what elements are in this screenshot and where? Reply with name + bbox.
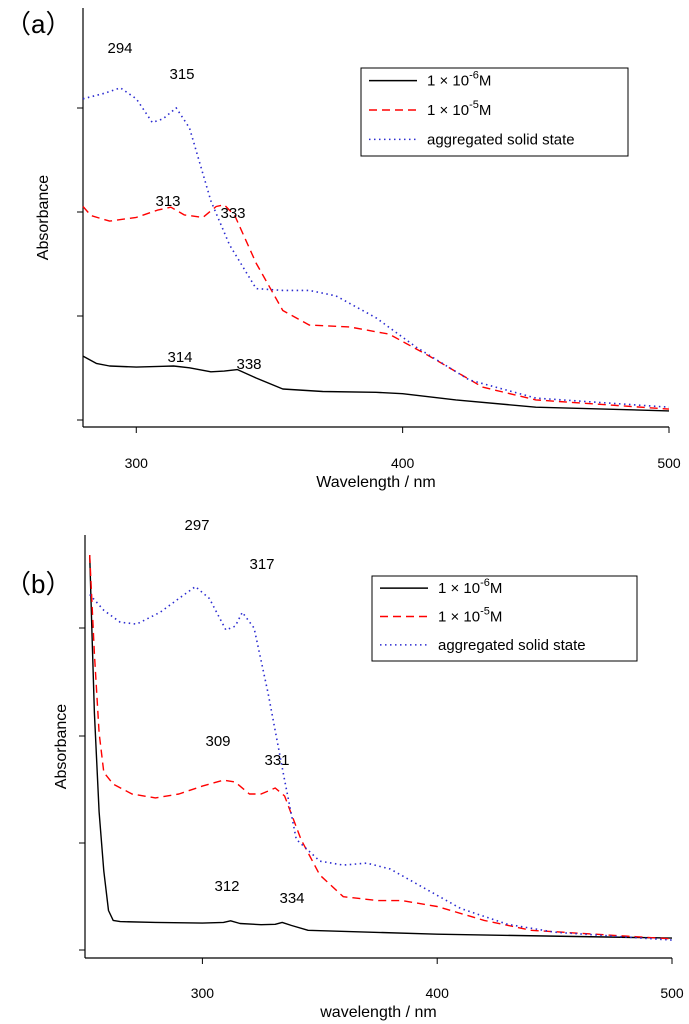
legend-label-1: 1 × 10-6M xyxy=(438,577,502,597)
legend-label-1: 1 × 10-6M xyxy=(427,70,491,90)
peak-label-309: 309 xyxy=(205,733,230,750)
y-axis-label: Absorbance xyxy=(35,175,52,260)
series-line-2 xyxy=(89,554,673,940)
panel-b-chart: 300 400 500 wavelength / nm Absorbance （b） 297… xyxy=(5,517,684,1021)
x-tick-label-400: 400 xyxy=(391,455,415,471)
x-tick-label-400: 400 xyxy=(426,985,450,1001)
peak-label-338: 338 xyxy=(236,356,261,373)
x-axis-label: Wavelength / nm xyxy=(316,474,435,491)
peak-label-333: 333 xyxy=(220,205,245,222)
panel-label: （a） xyxy=(5,9,71,39)
x-tick-label-300: 300 xyxy=(125,455,149,471)
panel-label: （b） xyxy=(5,569,71,599)
series-line-1 xyxy=(89,554,673,939)
series-line-2 xyxy=(82,204,670,410)
legend: 1 × 10-6M 1 × 10-5M aggregated solid state xyxy=(371,575,638,662)
panel-a-chart: 300 400 500 Wavelength / nm Absorbance （a） 294… xyxy=(5,8,681,491)
series-line-3 xyxy=(89,585,673,941)
series-line-3 xyxy=(82,87,670,408)
legend-label-3: aggregated solid state xyxy=(427,131,575,148)
legend: 1 × 10-6M 1 × 10-5M aggregated solid state xyxy=(360,67,629,157)
x-axis-label: wavelength / nm xyxy=(319,1004,437,1021)
x-tick-label-500: 500 xyxy=(657,455,681,471)
peak-label-313: 313 xyxy=(155,193,180,210)
peak-label-314: 314 xyxy=(167,349,192,366)
peak-label-312: 312 xyxy=(214,878,239,895)
series-line-1 xyxy=(82,355,670,412)
x-tick-label-500: 500 xyxy=(660,985,684,1001)
legend-label-2: 1 × 10-5M xyxy=(427,99,491,119)
y-axis-label: Absorbance xyxy=(53,704,70,789)
peak-label-317: 317 xyxy=(249,556,274,573)
peak-label-297: 297 xyxy=(184,517,209,534)
peak-label-331: 331 xyxy=(264,752,289,769)
x-tick-label-300: 300 xyxy=(191,985,215,1001)
legend-label-2: 1 × 10-5M xyxy=(438,606,502,626)
legend-box xyxy=(371,575,638,662)
legend-label-3: aggregated solid state xyxy=(438,637,586,654)
legend-box xyxy=(360,67,629,157)
peak-label-294: 294 xyxy=(107,40,132,57)
peak-label-315: 315 xyxy=(169,66,194,83)
peak-label-334: 334 xyxy=(279,890,304,907)
